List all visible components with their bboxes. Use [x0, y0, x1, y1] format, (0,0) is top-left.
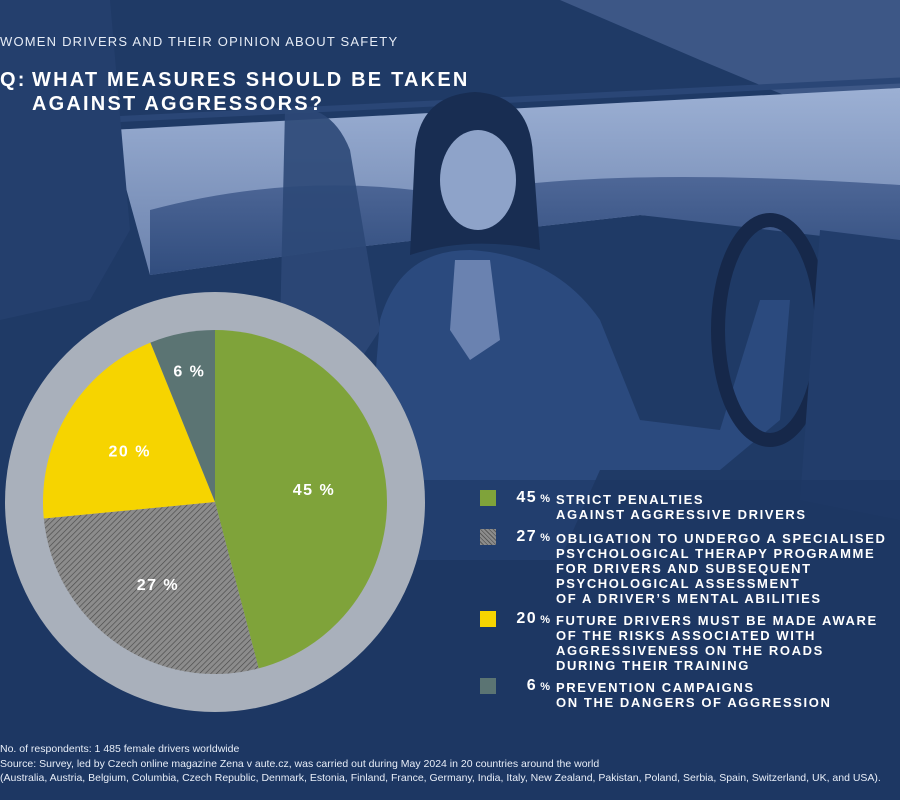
legend-swatch: [480, 611, 496, 627]
pie-slice-6: [150, 330, 215, 502]
legend-label: OBLIGATION TO UNDERGO A SPECIALISED PSYC…: [556, 531, 887, 606]
legend-label: PREVENTION CAMPAIGNS ON THE DANGERS OF A…: [556, 680, 832, 710]
legend-percentage: 20 %: [516, 610, 550, 627]
legend-label: STRICT PENALTIES AGAINST AGGRESSIVE DRIV…: [556, 492, 807, 522]
legend-swatch: [480, 529, 496, 545]
legend-percentage: 6 %: [526, 677, 550, 694]
legend: 45 % STRICT PENALTIES AGAINST AGGRESSIVE …: [480, 490, 900, 730]
question-label: Q:: [0, 69, 27, 91]
legend-percentage: 45 %: [516, 490, 550, 506]
legend-swatch: [480, 678, 496, 694]
pie-slice-27: [43, 502, 259, 674]
pie-slice-label-45: 45 %: [293, 482, 335, 499]
pie-slice-label-27: 27 %: [137, 577, 179, 594]
pie-slice-45: [215, 330, 387, 669]
legend-label: FUTURE DRIVERS MUST BE MADE AWARE OF THE…: [556, 613, 878, 673]
footnote-respondents: No. of respondents: 1 485 female drivers…: [0, 743, 240, 755]
footnotes: No. of respondents: 1 485 female drivers…: [0, 742, 900, 786]
pie-slice-label-20: 20 %: [108, 443, 150, 460]
title-line-1: WHAT MEASURES SHOULD BE TAKEN: [32, 69, 470, 91]
pie-slice-20: [43, 342, 215, 519]
footnote-source: Source: Survey, led by Czech online maga…: [0, 757, 600, 770]
pie-chart: 45 % 27 % 20 % 6 %: [5, 292, 425, 712]
pie-slice-label-6: 6 %: [173, 363, 205, 380]
footnote-countries: (Australia, Austria, Belgium, Columbia, …: [0, 772, 881, 784]
title-line-2: AGAINST AGGRESSORS?: [32, 93, 325, 115]
page-title: Q: WHAT MEASURES SHOULD BE TAKEN AGAINST …: [0, 68, 470, 116]
header-subtitle: WOMEN DRIVERS AND THEIR OPINION ABOUT SA…: [0, 34, 399, 49]
legend-percentage: 27 %: [516, 528, 550, 545]
legend-swatch: [480, 490, 496, 506]
